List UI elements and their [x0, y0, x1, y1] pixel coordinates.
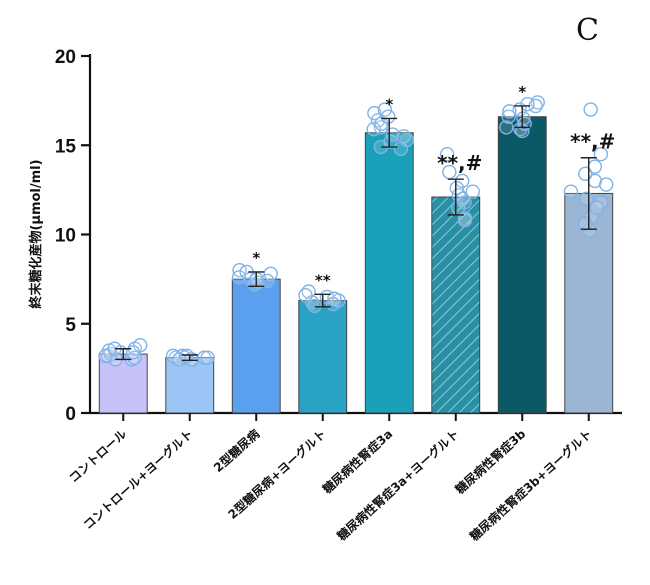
x-tick-label: コントロール+ヨーグルト	[80, 426, 196, 532]
y-tick-label: 20	[55, 47, 76, 68]
bar	[497, 116, 547, 414]
data-point	[231, 270, 247, 285]
y-tick-label: 5	[65, 315, 76, 336]
significance-label: *	[385, 95, 393, 113]
x-tick-label: 糖尿病性腎症3a	[319, 426, 395, 496]
data-point	[501, 109, 516, 124]
data-point	[516, 111, 531, 126]
x-tick-label: 糖尿病性腎症3a+ヨーグルト	[334, 426, 462, 543]
panel-letter: C	[576, 13, 599, 48]
data-point	[582, 223, 597, 239]
bar	[564, 192, 614, 414]
data-point	[577, 216, 593, 231]
y-tick-label: 10	[55, 226, 76, 247]
data-point	[171, 352, 187, 367]
data-point	[327, 291, 342, 306]
significance-label: *	[518, 83, 526, 101]
data-point	[499, 120, 514, 135]
data-point	[200, 350, 215, 365]
bar	[364, 132, 414, 414]
data-point	[502, 104, 517, 119]
data-point	[439, 146, 455, 162]
significance-label: **,#	[570, 130, 615, 154]
significance-label: *	[252, 249, 260, 267]
data-point	[263, 266, 278, 281]
data-point	[589, 200, 604, 215]
data-point	[599, 177, 614, 192]
bar	[231, 278, 281, 414]
data-point	[563, 184, 579, 199]
plot-area: 05101520コントロールコントロール+ヨーグルト*2型糖尿病**2型糖尿病+…	[55, 47, 622, 544]
y-axis-label: 終末糖化産物(μmol/ml)	[28, 159, 44, 308]
data-point	[513, 121, 528, 137]
data-point	[127, 350, 142, 365]
data-point	[457, 211, 473, 226]
bar	[431, 196, 481, 414]
data-point	[579, 191, 594, 207]
data-point	[381, 109, 396, 124]
data-point	[583, 102, 598, 117]
data-point	[125, 345, 141, 360]
data-point	[385, 127, 400, 142]
data-point	[520, 96, 535, 112]
x-tick-label: コントロール	[66, 427, 129, 486]
data-point	[298, 287, 313, 303]
data-point	[366, 121, 381, 137]
data-point	[399, 132, 415, 148]
data-point	[449, 180, 465, 196]
x-tick-label: 糖尿病性腎症3b+ヨーグルト	[467, 426, 595, 544]
data-point	[578, 166, 593, 182]
data-point	[377, 102, 393, 117]
data-point	[197, 350, 212, 365]
data-point	[465, 184, 480, 199]
significance-label: **,#	[437, 151, 482, 175]
bar	[298, 300, 348, 414]
data-point	[325, 296, 341, 312]
significance-label: **	[315, 271, 331, 289]
y-tick-label: 0	[65, 404, 76, 425]
x-tick-label: 2型糖尿病	[210, 426, 262, 475]
data-point	[593, 146, 609, 162]
x-tick-label: 糖尿病性腎症3b	[452, 426, 528, 497]
y-tick-label: 15	[55, 136, 77, 157]
data-point	[367, 105, 382, 121]
